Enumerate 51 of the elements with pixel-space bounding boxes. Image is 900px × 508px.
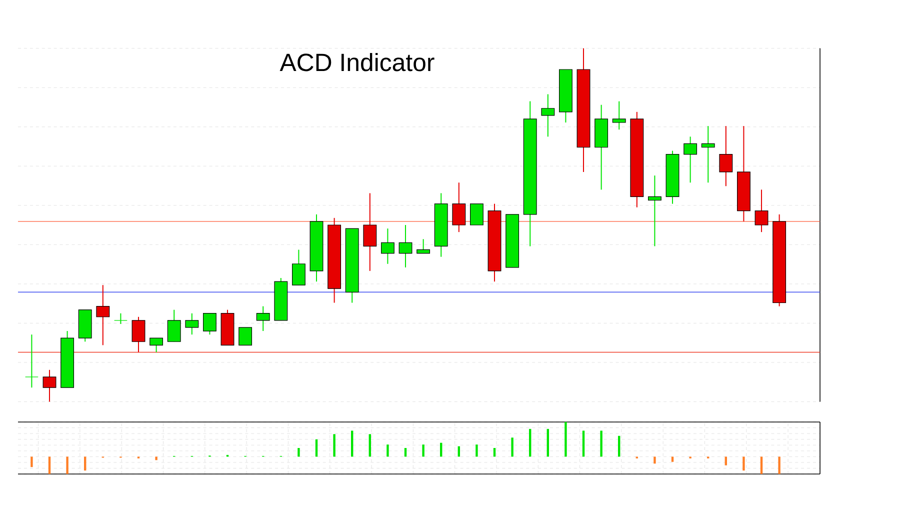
candlestick — [541, 94, 555, 138]
candlestick — [238, 327, 252, 346]
candlestick — [648, 175, 662, 247]
candlestick — [132, 316, 146, 353]
bar — [48, 456, 51, 474]
candlestick — [292, 249, 306, 286]
bar — [368, 434, 372, 457]
candlestick — [701, 126, 715, 184]
candlestick — [416, 238, 430, 254]
candlestick — [612, 100, 626, 130]
bar — [671, 456, 674, 462]
bar — [511, 438, 514, 457]
bar — [386, 444, 389, 457]
candlestick — [24, 334, 38, 388]
bar — [529, 428, 532, 457]
candlestick — [96, 284, 110, 346]
bar — [333, 434, 336, 457]
bar — [654, 456, 656, 464]
bar — [582, 430, 585, 457]
candlestick — [452, 182, 466, 233]
bar — [476, 444, 478, 457]
candlestick — [381, 228, 394, 264]
bar — [546, 428, 550, 457]
candlestick — [114, 312, 128, 324]
bar — [724, 456, 728, 466]
bar — [30, 456, 33, 468]
candlestick — [256, 306, 270, 332]
candlestick — [398, 224, 412, 268]
bar — [760, 456, 763, 474]
bar — [155, 456, 158, 460]
chart-title: ACD Indicator — [280, 52, 434, 72]
bar — [298, 448, 300, 457]
candlestick — [42, 369, 56, 402]
candlestick — [719, 126, 733, 187]
bar — [351, 430, 354, 457]
bar — [778, 456, 780, 474]
bar — [618, 436, 620, 457]
bar — [742, 456, 745, 471]
bar — [66, 456, 68, 474]
candlestick — [363, 192, 377, 272]
bar — [422, 444, 424, 457]
candlestick — [150, 338, 164, 353]
candlestick — [754, 189, 768, 233]
bar — [84, 456, 86, 471]
candlestick — [470, 203, 484, 226]
candlestick — [185, 312, 199, 336]
candlestick — [202, 312, 216, 336]
bar — [600, 430, 602, 457]
candlestick — [684, 136, 698, 184]
bar — [564, 422, 567, 457]
candlestick — [167, 309, 181, 342]
